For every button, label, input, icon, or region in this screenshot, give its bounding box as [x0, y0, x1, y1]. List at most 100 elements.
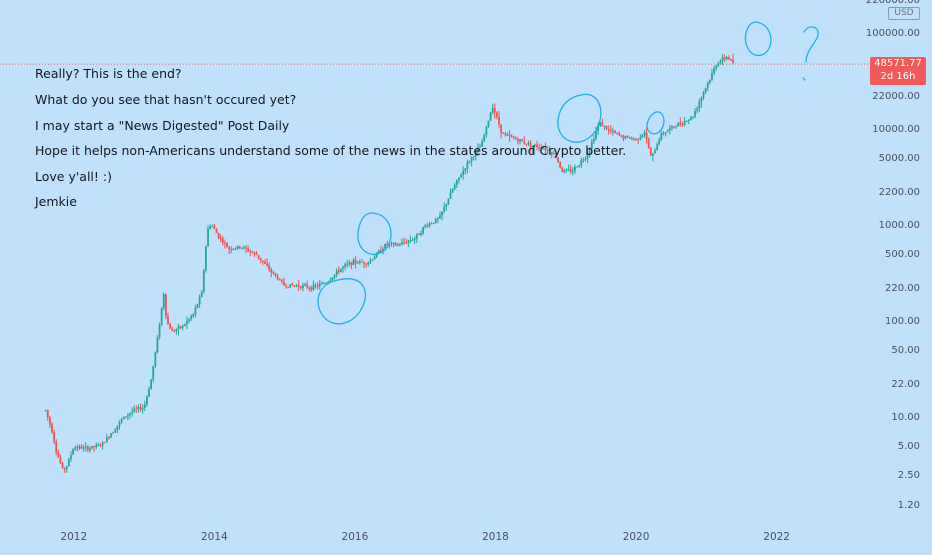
- candle-body: [179, 326, 182, 328]
- candle-body: [72, 449, 74, 455]
- candle-body: [605, 125, 608, 130]
- candle-body: [595, 131, 597, 140]
- circle-annotation[interactable]: [744, 21, 772, 57]
- candle-body: [616, 133, 618, 135]
- candle-body: [493, 107, 496, 113]
- candle-body: [133, 408, 136, 412]
- candle-body: [563, 170, 566, 173]
- last-price-value: 48571.77: [874, 58, 922, 69]
- candle-body: [449, 192, 452, 199]
- circle-annotation[interactable]: [357, 212, 392, 255]
- candle-body: [453, 184, 456, 190]
- annotations-layer[interactable]: [317, 21, 819, 325]
- currency-unit-label[interactable]: USD: [888, 7, 920, 20]
- candle-body: [590, 141, 593, 150]
- candle-body: [633, 138, 635, 140]
- price-axis-label: 1.20: [897, 500, 920, 512]
- question-mark-dot[interactable]: [802, 77, 806, 81]
- candle-body: [439, 215, 441, 219]
- note-line: Jemkie: [35, 194, 77, 209]
- candle-body: [110, 433, 112, 438]
- candle-body: [270, 269, 273, 273]
- candle-body: [620, 135, 623, 137]
- candle-body: [129, 413, 131, 415]
- candle-body: [164, 293, 167, 317]
- question-mark-annotation[interactable]: [803, 26, 819, 63]
- price-axis-label: 1000.00: [878, 220, 920, 231]
- candle-body: [599, 122, 602, 126]
- candle-body: [289, 284, 292, 288]
- candle-body: [93, 446, 96, 448]
- candle-body: [175, 329, 178, 332]
- candle-body: [238, 246, 241, 249]
- candle-body: [236, 246, 239, 249]
- candle-body: [447, 198, 450, 205]
- candle-body: [664, 132, 667, 134]
- candle-body: [122, 416, 125, 420]
- note-line: What do you see that hasn't occured yet?: [35, 92, 297, 107]
- candle-body: [283, 281, 285, 286]
- candle-body: [152, 366, 155, 380]
- candle-body: [257, 254, 260, 258]
- candle-body: [211, 226, 214, 228]
- candle-body: [162, 293, 165, 308]
- candle-body: [519, 139, 521, 142]
- candle-body: [666, 130, 669, 133]
- candle-body: [464, 168, 467, 171]
- circle-annotation[interactable]: [317, 278, 367, 325]
- candle-body: [63, 467, 66, 470]
- price-axis-label: 22000.00: [872, 91, 920, 103]
- candle-body: [55, 441, 58, 453]
- candle-body: [217, 233, 220, 238]
- candle-body: [489, 113, 492, 121]
- candle-body: [466, 161, 469, 169]
- candle-body: [135, 408, 138, 410]
- candle-body: [154, 352, 157, 367]
- candle-body: [365, 263, 368, 265]
- candle-body: [668, 128, 671, 131]
- candle-body: [601, 122, 604, 127]
- candle-body: [339, 268, 342, 273]
- candle-body: [59, 457, 62, 463]
- candle-body: [413, 238, 416, 240]
- candle-body: [512, 137, 515, 139]
- candle-body: [443, 206, 446, 212]
- candle-body: [649, 148, 652, 156]
- candle-body: [51, 424, 53, 433]
- candle-body: [306, 284, 309, 288]
- candle-body: [316, 285, 319, 287]
- candle-body: [285, 285, 287, 287]
- candle-body: [190, 316, 193, 319]
- candle-body: [477, 147, 479, 152]
- candle-body: [546, 149, 549, 151]
- candle-body: [426, 225, 429, 227]
- candle-body: [485, 126, 488, 135]
- candle-body: [571, 171, 574, 173]
- candle-body: [479, 146, 481, 148]
- circle-annotation[interactable]: [646, 111, 665, 135]
- candle-body: [607, 129, 610, 131]
- candle-body: [287, 286, 290, 288]
- candle-body: [169, 324, 171, 329]
- circle-annotation[interactable]: [557, 93, 602, 143]
- candle-body: [630, 138, 633, 140]
- candle-body: [255, 252, 258, 255]
- candle-body: [721, 57, 724, 62]
- candle-body: [356, 262, 359, 264]
- candle-body: [112, 432, 115, 434]
- candle-body: [700, 97, 703, 102]
- candle-body: [434, 219, 437, 223]
- candle-body: [574, 166, 576, 172]
- candle-body: [609, 129, 612, 132]
- candle-body: [451, 189, 454, 193]
- candle-body: [158, 324, 161, 338]
- candle-body: [215, 229, 218, 234]
- candle-body: [552, 153, 555, 155]
- candle-body: [91, 446, 93, 449]
- candle-body: [299, 286, 302, 288]
- candle-body: [127, 414, 129, 417]
- candle-body: [278, 279, 281, 281]
- candle-body: [145, 396, 148, 405]
- candle-body: [70, 454, 72, 459]
